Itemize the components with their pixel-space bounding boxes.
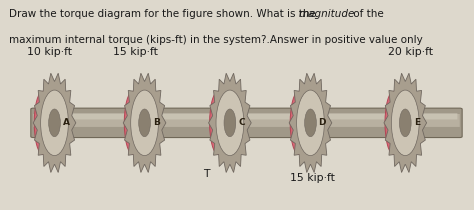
Text: 15 kip·ft: 15 kip·ft xyxy=(113,47,157,57)
Text: E: E xyxy=(414,118,420,127)
Ellipse shape xyxy=(124,91,141,154)
Text: 20 kip·ft: 20 kip·ft xyxy=(388,47,432,57)
Text: B: B xyxy=(153,118,160,127)
Polygon shape xyxy=(33,73,76,172)
Text: of the: of the xyxy=(350,9,383,20)
FancyBboxPatch shape xyxy=(33,114,460,127)
Ellipse shape xyxy=(131,90,158,156)
Ellipse shape xyxy=(297,90,324,156)
Text: D: D xyxy=(319,118,326,127)
Text: T: T xyxy=(203,169,210,179)
Polygon shape xyxy=(123,73,166,172)
Ellipse shape xyxy=(290,91,307,154)
Text: magnitude: magnitude xyxy=(298,9,355,20)
Ellipse shape xyxy=(400,109,411,137)
Text: maximum internal torque (kips-ft) in the system?.Answer in positive value only: maximum internal torque (kips-ft) in the… xyxy=(9,35,422,45)
Text: C: C xyxy=(238,118,245,127)
Ellipse shape xyxy=(210,91,227,154)
Ellipse shape xyxy=(305,109,316,137)
Ellipse shape xyxy=(392,90,419,156)
Text: 15 kip·ft: 15 kip·ft xyxy=(291,173,335,183)
Polygon shape xyxy=(289,73,332,172)
Text: Draw the torque diagram for the figure shown. What is the: Draw the torque diagram for the figure s… xyxy=(9,9,319,20)
Ellipse shape xyxy=(216,90,244,156)
Text: 10 kip·ft: 10 kip·ft xyxy=(27,47,72,57)
Ellipse shape xyxy=(41,90,68,156)
Polygon shape xyxy=(384,73,427,172)
Ellipse shape xyxy=(224,109,236,137)
Polygon shape xyxy=(209,73,251,172)
Ellipse shape xyxy=(139,109,150,137)
Ellipse shape xyxy=(49,109,60,137)
Text: A: A xyxy=(63,118,70,127)
Ellipse shape xyxy=(385,91,402,154)
FancyBboxPatch shape xyxy=(31,108,462,138)
FancyBboxPatch shape xyxy=(36,113,457,119)
Ellipse shape xyxy=(34,91,51,154)
